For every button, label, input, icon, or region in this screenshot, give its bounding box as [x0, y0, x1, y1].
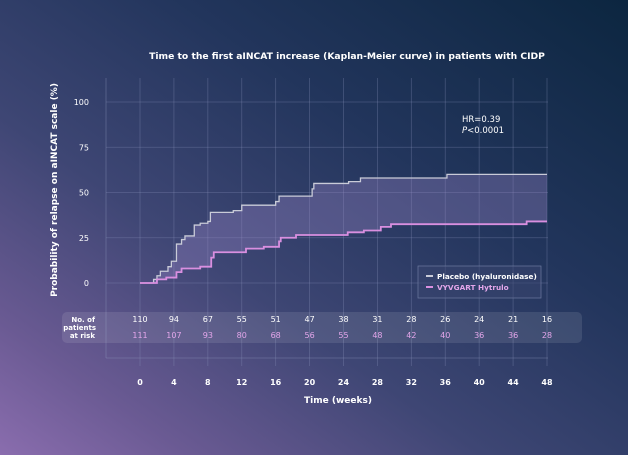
risk-vyvgart-count: 42	[406, 331, 416, 340]
risk-placebo-count: 31	[372, 315, 382, 324]
x-tick-label: 20	[304, 378, 316, 387]
p-value-text: <0.0001	[467, 126, 504, 136]
risk-vyvgart-count: 40	[440, 331, 450, 340]
risk-label-line: patients	[63, 324, 96, 332]
y-tick-label: 75	[79, 143, 89, 152]
risk-vyvgart-count: 55	[338, 331, 348, 340]
vyvgart-curve	[140, 220, 547, 284]
x-tick-label: 16	[270, 378, 282, 387]
risk-placebo-count: 110	[132, 315, 147, 324]
hazard-ratio: HR=0.39	[462, 115, 500, 125]
risk-vyvgart-count: 28	[542, 331, 552, 340]
risk-placebo-count: 38	[338, 315, 348, 324]
risk-vyvgart-count: 36	[474, 331, 484, 340]
risk-vyvgart-count: 36	[508, 331, 518, 340]
x-tick-label: 28	[372, 378, 384, 387]
y-tick-label: 25	[79, 234, 89, 243]
x-axis-title: Time (weeks)	[304, 396, 372, 406]
risk-placebo-count: 26	[440, 315, 450, 324]
x-tick-label: 32	[406, 378, 417, 387]
x-tick-label: 8	[205, 378, 211, 387]
risk-placebo-count: 21	[508, 315, 518, 324]
chart-title: Time to the first aINCAT increase (Kapla…	[149, 51, 545, 62]
risk-table-band	[62, 312, 582, 343]
risk-label-line: No. of	[71, 316, 96, 324]
risk-placebo-count: 67	[203, 315, 213, 324]
risk-vyvgart-count: 48	[372, 331, 382, 340]
risk-label-line: at risk	[70, 332, 96, 340]
x-tick-label: 4	[171, 378, 177, 387]
risk-vyvgart-count: 93	[203, 331, 213, 340]
risk-placebo-count: 51	[271, 315, 281, 324]
x-tick-label: 36	[440, 378, 452, 387]
x-tick-label: 12	[236, 378, 247, 387]
p-symbol: P	[462, 126, 468, 136]
risk-vyvgart-count: 56	[304, 331, 314, 340]
legend-box	[417, 265, 542, 299]
risk-placebo-count: 16	[542, 315, 552, 324]
risk-placebo-count: 24	[474, 315, 484, 324]
x-tick-label: 44	[508, 378, 520, 387]
legend-label-placebo: Placebo (hyaluronidase)	[437, 272, 537, 281]
risk-placebo-count: 55	[237, 315, 247, 324]
y-axis-title: Probability of relapse on aINCAT scale (…	[50, 83, 60, 297]
y-tick-label: 100	[74, 98, 89, 107]
risk-placebo-count: 94	[169, 315, 179, 324]
p-value: P<0.0001	[462, 126, 504, 136]
legend-label-vyvgart: VYVGART Hytrulo	[437, 283, 509, 292]
legend: Placebo (hyaluronidase) VYVGART Hytrulo	[417, 265, 542, 299]
x-tick-label: 24	[338, 378, 350, 387]
risk-placebo-count: 28	[406, 315, 416, 324]
risk-vyvgart-count: 111	[132, 331, 147, 340]
risk-vyvgart-count: 68	[271, 331, 281, 340]
risk-vyvgart-count: 80	[237, 331, 247, 340]
x-tick-label: 0	[137, 378, 143, 387]
y-tick-label: 0	[84, 279, 89, 288]
risk-table-label: No. of patients at risk	[63, 316, 96, 340]
risk-placebo-count: 47	[304, 315, 314, 324]
risk-vyvgart-count: 107	[166, 331, 181, 340]
x-tick-label: 40	[474, 378, 486, 387]
difference-shading	[140, 174, 547, 283]
y-tick-label: 50	[79, 189, 89, 198]
x-tick-label: 48	[541, 378, 553, 387]
placebo-curve	[140, 173, 547, 284]
